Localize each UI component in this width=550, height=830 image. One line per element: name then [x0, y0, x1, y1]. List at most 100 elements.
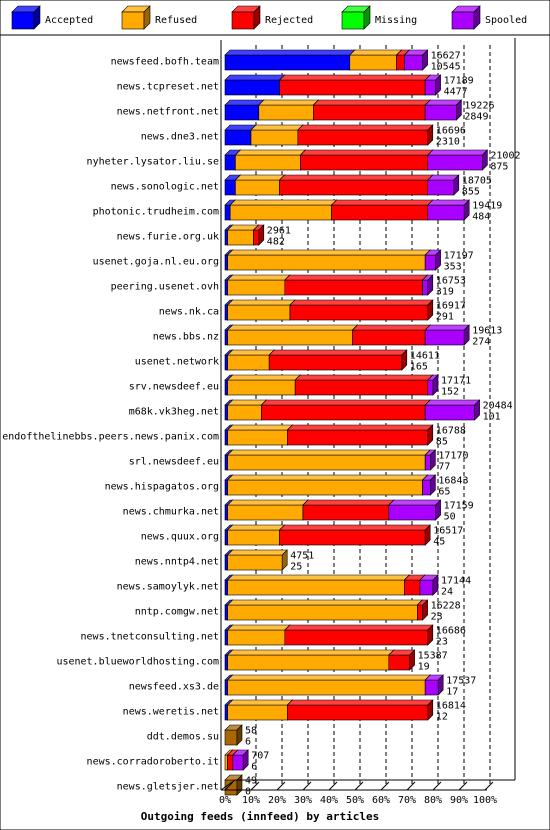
data-label-accepted: 25 — [290, 562, 302, 573]
bar-segment-rejected — [388, 649, 416, 671]
bar-segment-rejected-top — [351, 324, 431, 331]
data-label-total: 16814 — [436, 701, 466, 712]
bar-segment-spooled-front — [232, 754, 244, 771]
bar-segment-accepted-front — [224, 579, 228, 596]
bar-segment-refused — [226, 299, 296, 321]
data-label-accepted: 482 — [267, 237, 285, 248]
legend-swatch — [121, 11, 145, 30]
category-label: nntp.comgw.net — [135, 607, 219, 618]
bar-segment-spooled-front — [424, 79, 436, 96]
data-label-total: 17537 — [446, 676, 476, 687]
bar-segment-rejected-side — [258, 224, 265, 246]
bar-segment-spooled-front — [424, 104, 457, 121]
category-label: news.netfront.net — [117, 107, 219, 118]
category-label: news.chmurka.net — [123, 507, 219, 518]
bar-segment-refused-front — [227, 479, 423, 496]
bar-segment-rejected — [286, 699, 434, 721]
data-label-total: 17159 — [444, 501, 474, 512]
bar-segment-refused — [226, 524, 286, 546]
data-label-accepted: 319 — [436, 287, 454, 298]
bar-segment-refused-front — [250, 129, 299, 146]
data-label-accepted: 24 — [441, 587, 453, 598]
bar-segment-rejected-front — [388, 654, 410, 671]
bar-segment-accepted-front — [224, 404, 228, 421]
bar-segment-accepted-front — [224, 454, 228, 471]
data-label-total: 14611 — [410, 351, 440, 362]
bar-segment-rejected-top — [260, 399, 431, 406]
bar-segment-rejected-side — [427, 424, 434, 446]
bar-segment-rejected-front — [297, 129, 429, 146]
bar-segment-refused-top — [229, 199, 338, 206]
category-label: news.bbs.nz — [153, 332, 219, 343]
bar-segment-rejected-top — [294, 374, 434, 381]
data-label-accepted: 274 — [472, 337, 490, 348]
bar-segment-spooled-side — [435, 74, 441, 96]
bar-segment-rejected-top — [268, 349, 408, 356]
data-label-accepted: 0 — [245, 787, 251, 798]
category-label: news.nntp4.net — [135, 557, 219, 568]
bar-segment-rejected-front — [253, 229, 260, 246]
bar-segment-rejected — [278, 524, 431, 546]
bar-segment-spooled — [424, 324, 470, 346]
data-label-accepted: 12 — [436, 712, 448, 723]
data-label-accepted: 50 — [444, 512, 456, 523]
bar-segment-refused-top — [226, 374, 301, 381]
bar-segment-rejected-front — [227, 754, 234, 771]
category-label: news.quux.org — [141, 532, 219, 543]
data-label-accepted: 101 — [483, 412, 501, 423]
bar-segment-rejected-front — [302, 504, 390, 521]
data-label-accepted: 4477 — [444, 87, 468, 98]
bar-segment-refused-front — [258, 104, 314, 121]
data-label-accepted: 23 — [431, 612, 443, 623]
data-label-total: 19226 — [464, 101, 494, 112]
bar-segment-refused-top — [226, 499, 309, 506]
legend: Accepted Refused Rejected Missing Spooled — [11, 5, 527, 30]
bar-segment-rejected-front — [289, 304, 429, 321]
bar-segment-accepted-front — [224, 304, 228, 321]
bar-segment-accepted-front — [224, 529, 228, 546]
bar-segment-spooled — [424, 399, 481, 421]
bar-segment-spooled-top — [424, 99, 463, 106]
data-label-accepted: 85 — [436, 437, 448, 448]
bar-segment-rejected — [297, 124, 434, 146]
bar-segment-refused-front — [227, 304, 291, 321]
bar-segment-accepted-front — [224, 204, 231, 221]
bar-segment-rejected — [299, 149, 434, 171]
legend-swatch-side — [253, 5, 261, 30]
bar-segment-refused-front — [227, 454, 426, 471]
data-label-total: 16627 — [431, 51, 461, 62]
bar-segment-accepted-front — [224, 379, 228, 396]
data-label-total: 15387 — [418, 651, 448, 662]
category-label: nyheter.lysator.liu.se — [87, 157, 219, 168]
data-label-total: 16917 — [436, 301, 466, 312]
bar-segment-refused-top — [226, 599, 424, 606]
bar-segment-refused-top — [349, 49, 403, 56]
category-label: peering.usenet.ovh — [111, 282, 219, 293]
bar-segment-refused — [226, 424, 294, 446]
bar-segment-rejected — [351, 324, 431, 346]
bar-segment-rejected-top — [278, 74, 431, 81]
bar-segment-refused-front — [227, 654, 390, 671]
bar-segment-refused — [349, 49, 403, 71]
bar-segment-refused-top — [234, 174, 286, 181]
data-label-accepted: 484 — [472, 212, 490, 223]
bar-segment-refused-top — [226, 474, 429, 481]
bar-segment-accepted-front — [224, 179, 236, 196]
data-label-total: 707 — [251, 751, 269, 762]
legend-swatch — [451, 11, 475, 30]
data-label-accepted: 6 — [251, 762, 257, 773]
x-tick-label: 20% — [268, 795, 286, 806]
data-label-accepted: 6 — [245, 737, 251, 748]
bar-segment-refused-front — [235, 154, 301, 171]
bar-segment-refused-front — [227, 329, 353, 346]
category-label: news.sonologic.net — [111, 182, 219, 193]
bar-segment-spooled-front — [388, 504, 436, 521]
